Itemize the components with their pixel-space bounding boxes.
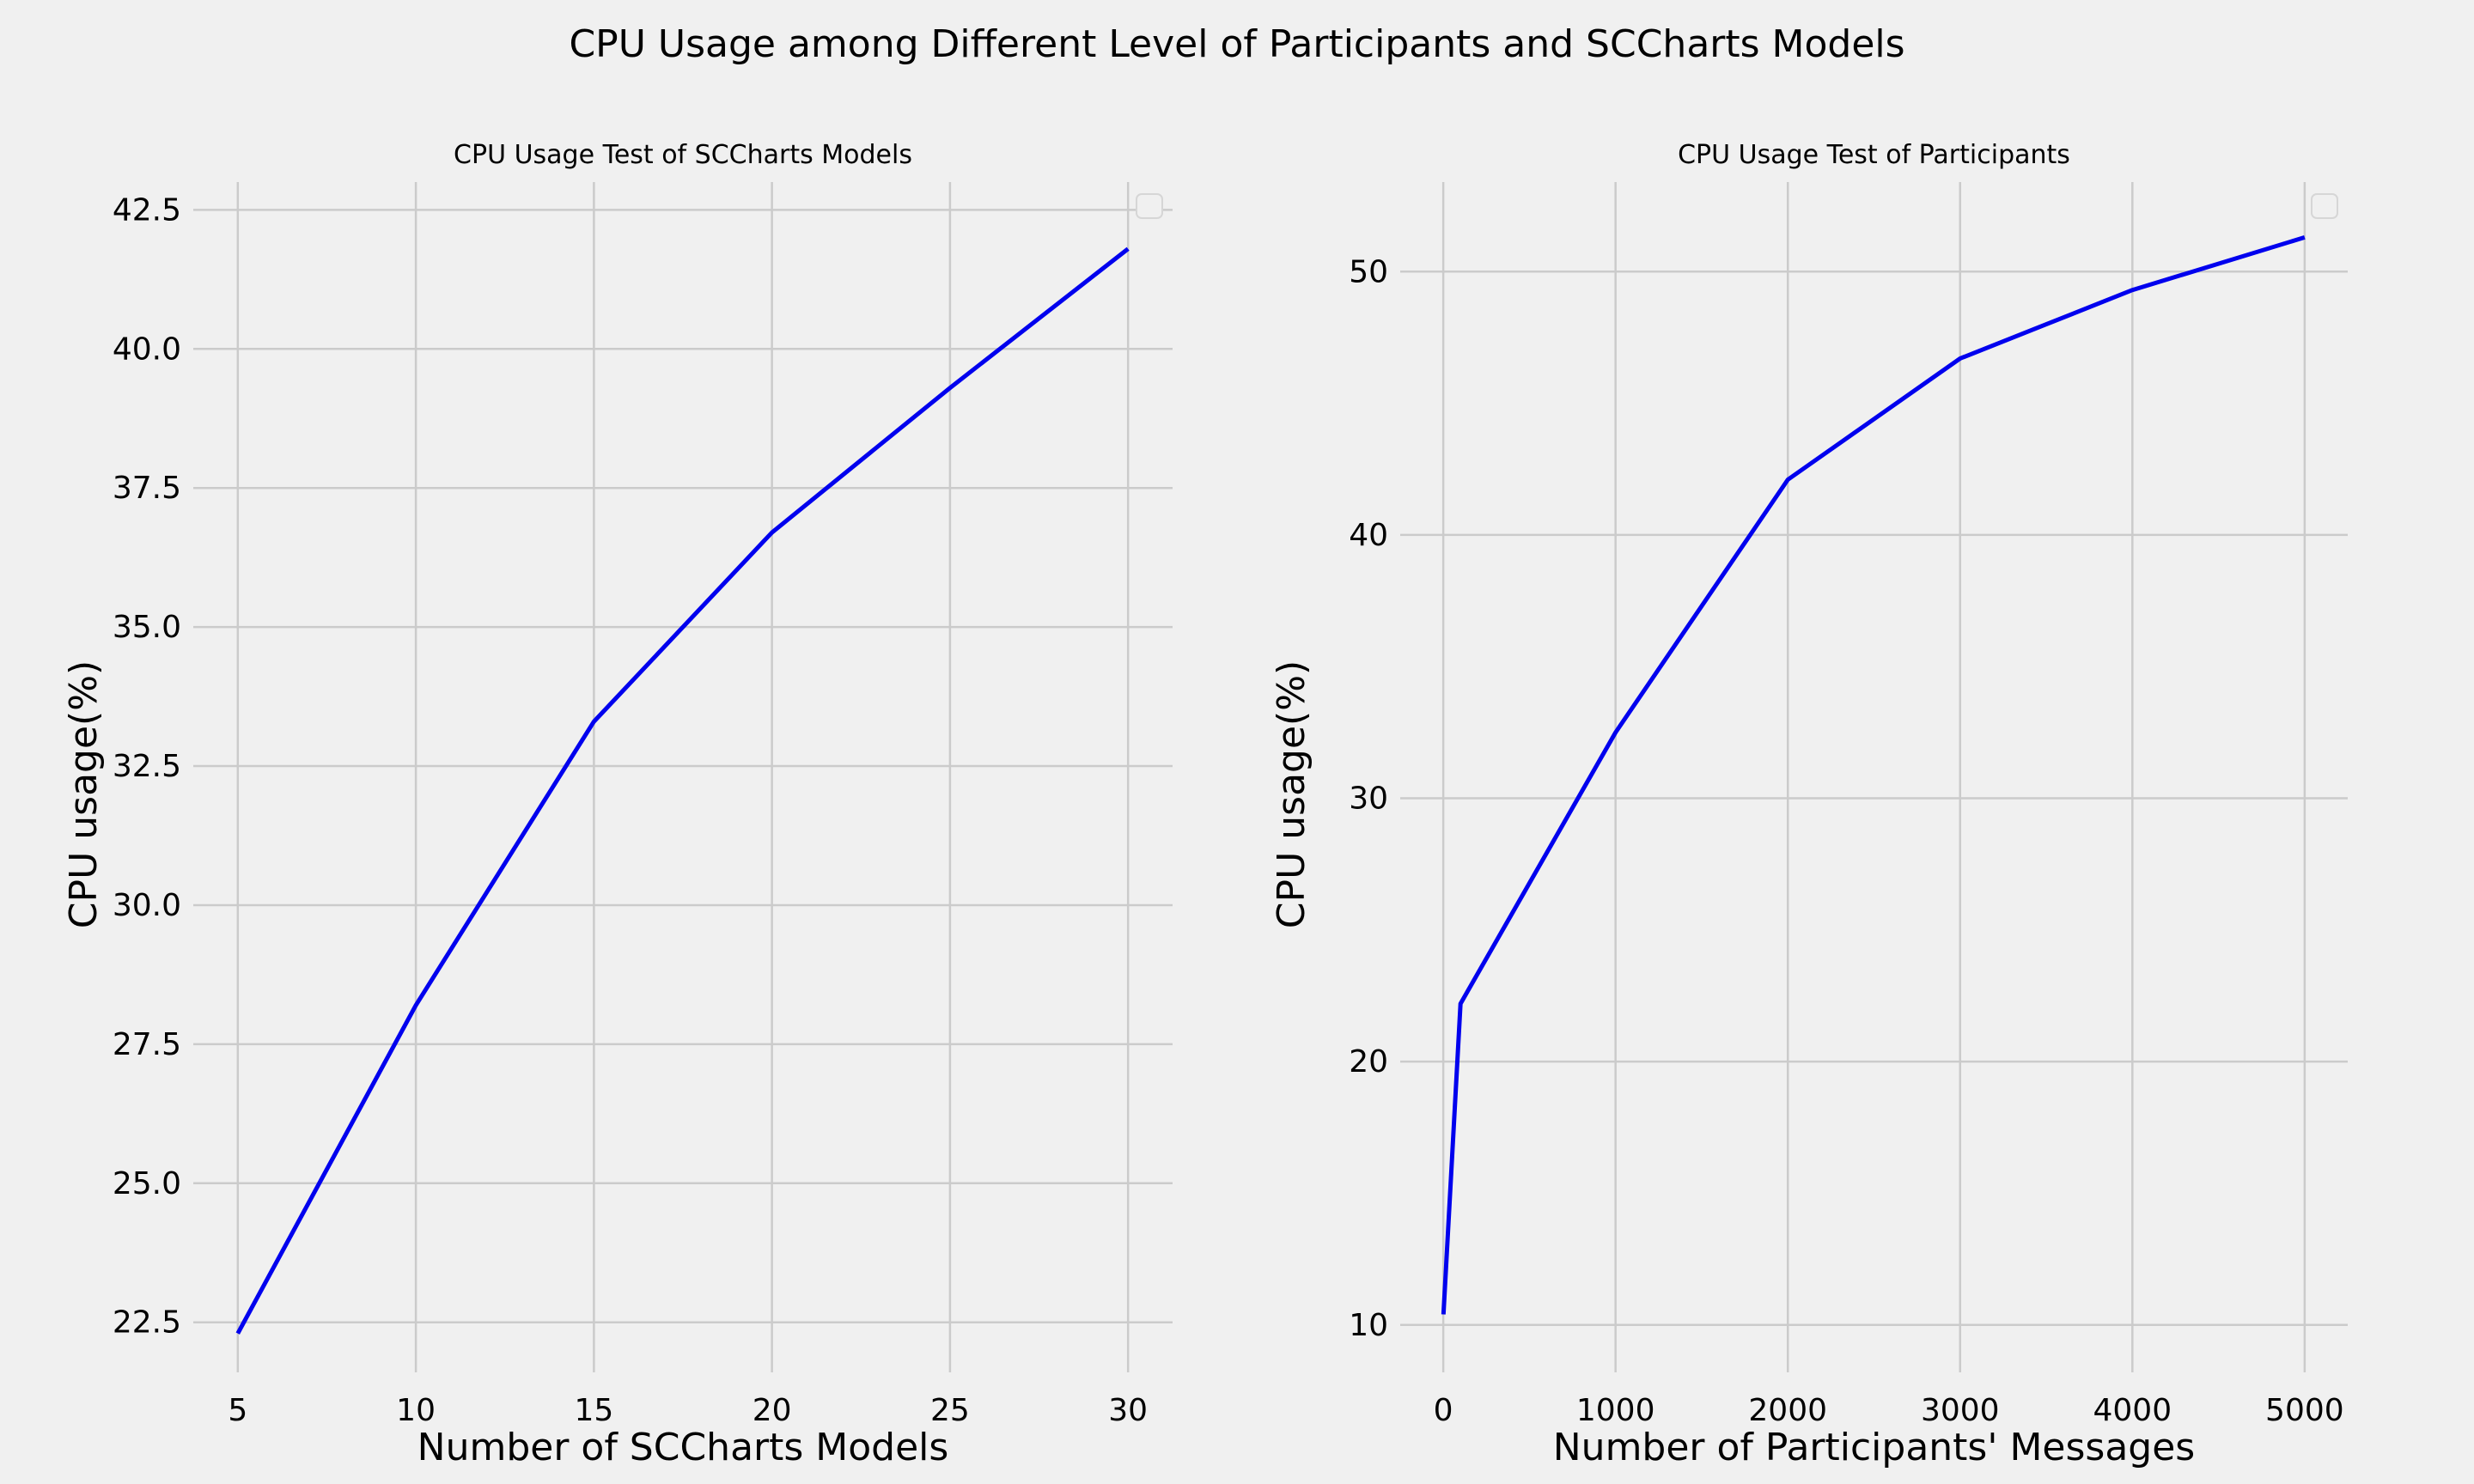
series-line — [235, 246, 1130, 1335]
y-tick-label: 27.5 — [113, 1027, 181, 1062]
y-tick-label: 30 — [1349, 782, 1388, 817]
x-tick-label: 10 — [396, 1393, 436, 1428]
figure-title: CPU Usage among Different Level of Parti… — [569, 22, 1904, 66]
y-tick-label: 22.5 — [113, 1305, 181, 1341]
legend-box — [2311, 193, 2338, 219]
x-tick-label: 2000 — [1748, 1393, 1827, 1428]
series-line — [1441, 235, 2306, 1315]
chart-title: CPU Usage Test of SCCharts Models — [454, 140, 912, 170]
chart-participants: 0 1000 2000 3000 4000 5000 10 20 30 40 50 CPU Usage… — [1270, 140, 2348, 1469]
y-tick-label: 35.0 — [113, 610, 181, 645]
y-axis-label: CPU usage(%) — [1270, 660, 1313, 928]
x-tick-label: 25 — [930, 1393, 970, 1428]
chart-title: CPU Usage Test of Participants — [1678, 140, 2070, 170]
x-axis-label: Number of SCCharts Models — [417, 1426, 949, 1469]
y-tick-label: 50 — [1349, 254, 1388, 289]
chart-sccharts-models: 5 10 15 20 25 30 22.5 25.0 27.5 30.0 32.5 35.0 37.5 4… — [62, 140, 1173, 1469]
x-tick-label: 0 — [1434, 1393, 1453, 1428]
y-tick-label: 10 — [1349, 1308, 1388, 1343]
x-tick-label: 15 — [574, 1393, 613, 1428]
legend-box — [1136, 193, 1163, 219]
x-axis-label: Number of Participants' Messages — [1553, 1426, 2195, 1469]
y-tick-label: 40.0 — [113, 331, 181, 367]
y-tick-label: 40 — [1349, 518, 1388, 553]
y-tick-label: 30.0 — [113, 888, 181, 923]
x-tick-label: 20 — [753, 1393, 792, 1428]
x-tick-label: 4000 — [2093, 1393, 2172, 1428]
x-tick-label: 5 — [228, 1393, 247, 1428]
y-tick-label: 20 — [1349, 1044, 1388, 1080]
x-tick-label: 5000 — [2265, 1393, 2344, 1428]
x-tick-label: 1000 — [1576, 1393, 1655, 1428]
y-tick-label: 32.5 — [113, 749, 181, 784]
y-tick-label: 25.0 — [113, 1166, 181, 1201]
y-tick-label: 42.5 — [113, 192, 181, 228]
x-tick-label: 30 — [1108, 1393, 1148, 1428]
x-tick-label: 3000 — [1921, 1393, 2000, 1428]
y-axis-label: CPU usage(%) — [62, 660, 106, 928]
y-tick-label: 37.5 — [113, 471, 181, 506]
